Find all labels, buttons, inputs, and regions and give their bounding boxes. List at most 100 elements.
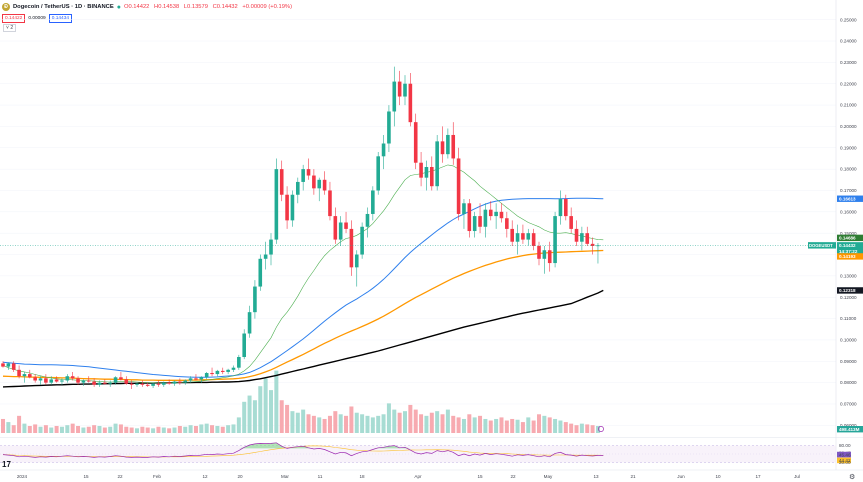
volume-bar [65,425,70,433]
price-tick-label: 0.25000 [840,17,857,22]
volume-bar [11,425,16,433]
candle-body [65,376,70,381]
candle-body [124,379,129,384]
candle-body [108,382,112,384]
volume-bar [108,426,113,433]
volume-bar [145,427,150,433]
volume-bar [269,390,273,433]
candle-body [76,378,80,383]
volume-bar [135,428,139,433]
candle-body [210,373,214,375]
candle-body [97,382,102,385]
candle-body [194,378,198,380]
candle-body [199,377,204,380]
volume-bar [397,412,402,433]
price-tick-label: 0.08000 [840,380,857,385]
volume-bar [59,426,64,433]
price-tick-label: 0.23000 [840,60,857,65]
time-tick-label: May [544,474,553,479]
time-axis: 2024 15 22 Feb 12 20 Mar 11 18 Apr 15 22 May 13 21 Jun 1… [17,474,800,479]
candle-body [580,233,584,242]
sell-button[interactable]: 0.14422 [2,14,26,23]
candle-body [279,169,284,195]
volume-bar [92,425,97,433]
candle-body [253,286,257,313]
candle-body [220,370,225,372]
price-tick-label: 0.18000 [840,167,857,172]
price-tick-label: 0.21000 [840,103,857,108]
price-axis: 0.25000 0.24000 0.23000 0.22000 0.21000 0.200… [0,17,857,428]
close-value: C0.14432 [212,4,238,10]
time-tick-label: 22 [510,474,516,479]
collapse-indicators-button[interactable]: ˅ 2 [3,24,17,32]
volume-bar [285,404,290,433]
candle-body [499,211,504,219]
candle-body [162,382,166,385]
volume-bar [461,418,466,433]
volume-bar [483,418,488,433]
candle-body [376,156,380,191]
volume-bar [510,418,515,433]
candle-body [537,245,541,259]
volume-bar [140,426,145,433]
candle-body [269,239,273,255]
volume-bar [344,415,349,433]
volume-bar [472,417,477,433]
volume-bar [204,423,209,433]
buy-button[interactable]: 0.14434 [48,14,73,23]
volume-bar [360,414,365,433]
candle-body [183,380,188,383]
volume-bar [451,415,456,433]
candle-body [531,233,536,246]
volume-bar [515,419,520,433]
ma-fast-price-tag-label: 0.14686 [839,236,856,241]
candle-body [333,216,338,240]
candle-body [11,363,16,370]
candle-body [328,190,332,217]
time-tick-label: 20 [237,474,243,479]
candle-body [446,134,450,155]
chevron-down-icon: ˅ [6,25,11,31]
time-tick-label: 22 [117,474,123,479]
candle-body [590,243,595,246]
candle-body [456,158,461,214]
candle-body [488,209,493,217]
candle-body [564,199,568,217]
volume-bar [17,415,22,433]
candle-body [365,213,370,227]
price-tick-label: 0.12000 [840,295,857,300]
chart-header: Ð Dogecoin / TetherUS · 1D · BINANCE ● O… [0,0,840,14]
time-tick-label: 11 [318,474,323,479]
time-tick-label: 2024 [17,474,28,479]
volume-bar [129,427,134,433]
volume-bar [408,404,413,433]
volume-bar [478,415,483,433]
time-tick-label: Apr [414,474,422,479]
volume-bar [33,424,38,433]
volume-bar [311,415,316,433]
candle-body [17,369,21,377]
spread-value: 0.00009 [28,16,46,21]
volume-bar [322,418,327,433]
volume-bar [76,425,81,433]
candle-body [585,233,590,244]
volume-bar [220,426,225,433]
volume-bar [574,425,579,433]
volume-bar [386,403,391,433]
time-tick-label: 15 [83,474,89,479]
volume-bar [317,417,322,433]
market-open-dot-icon: ● [116,3,121,11]
candle-body [451,134,456,159]
volume-bar [231,424,236,433]
symbol-title[interactable]: Dogecoin / TetherUS · 1D · BINANCE [13,4,114,10]
volume-bar [499,417,504,433]
candle-body [44,378,48,383]
volume-bar [579,423,584,433]
volume-bar [290,411,295,433]
volume-bar [161,427,166,433]
candle-body [354,254,359,268]
candle-body [49,379,54,383]
alert-icon [598,426,604,432]
